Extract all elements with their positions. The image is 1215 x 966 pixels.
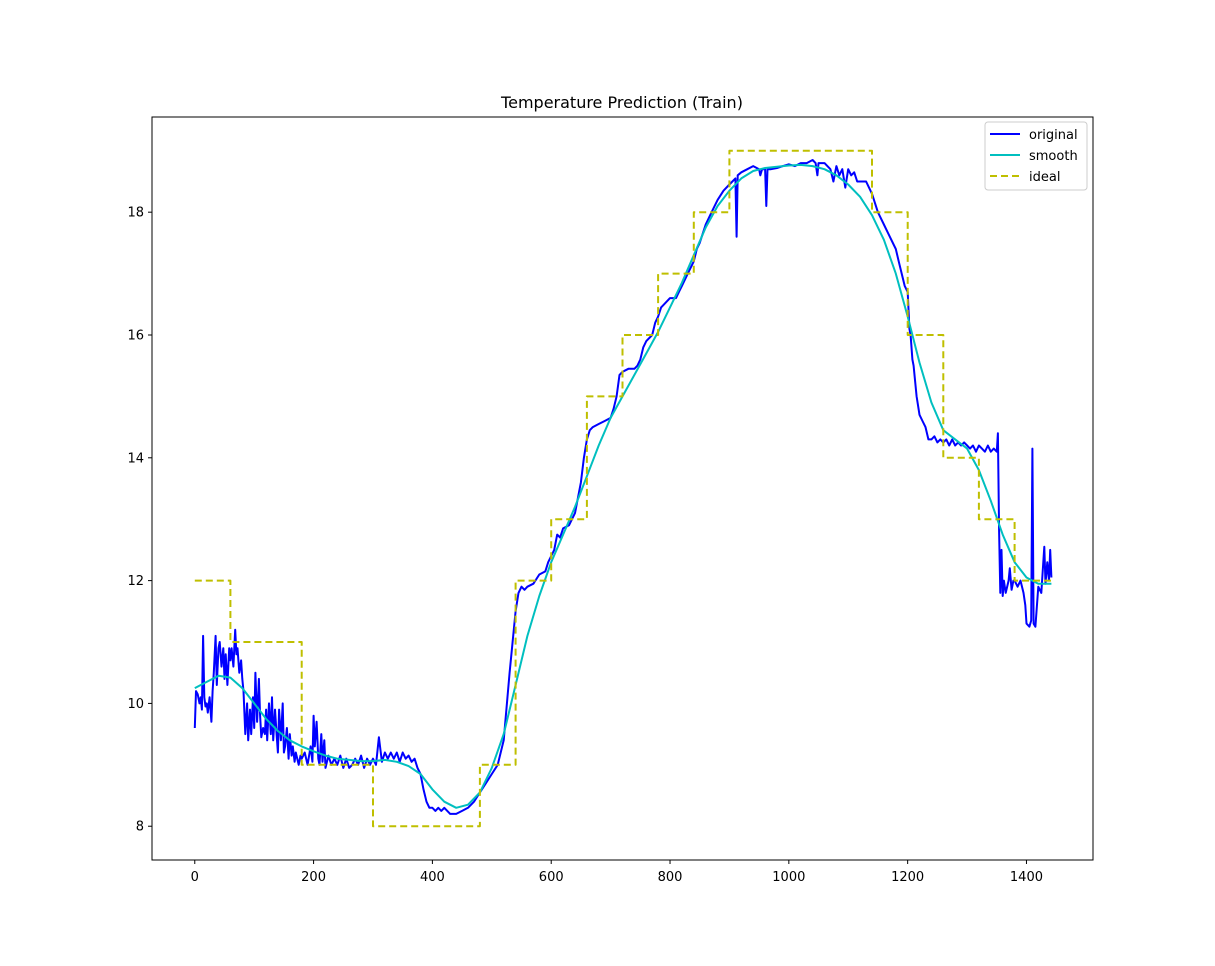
x-tick-label: 1000 xyxy=(772,870,805,885)
x-tick-label: 0 xyxy=(191,870,199,885)
y-tick-label: 12 xyxy=(127,574,144,589)
x-tick-label: 800 xyxy=(658,870,683,885)
x-tick-label: 1200 xyxy=(891,870,924,885)
x-tick-label: 400 xyxy=(420,870,445,885)
legend-label-ideal: ideal xyxy=(1029,170,1060,185)
legend-box xyxy=(984,121,1088,191)
x-tick-label: 600 xyxy=(539,870,564,885)
y-tick-label: 14 xyxy=(127,451,144,466)
y-tick-label: 18 xyxy=(127,206,144,221)
x-axis: 0 200 400 600 800 1000 1200 1400 xyxy=(191,860,1043,885)
chart-title: Temperature Prediction (Train) xyxy=(500,93,743,112)
y-tick-label: 16 xyxy=(127,328,144,343)
legend: original smooth ideal xyxy=(984,121,1088,191)
y-axis: 8 10 12 14 16 18 xyxy=(127,206,152,835)
series-line-original xyxy=(193,159,1053,815)
plot-lines xyxy=(193,149,1053,828)
plot-frame xyxy=(151,116,1094,861)
x-tick-label: 200 xyxy=(301,870,326,885)
y-tick-label: 10 xyxy=(127,697,144,712)
series-line-ideal xyxy=(194,149,1052,828)
legend-label-original: original xyxy=(1029,128,1078,143)
x-tick-label: 1400 xyxy=(1010,870,1043,885)
legend-label-smooth: smooth xyxy=(1029,149,1078,164)
y-tick-label: 8 xyxy=(136,820,144,835)
